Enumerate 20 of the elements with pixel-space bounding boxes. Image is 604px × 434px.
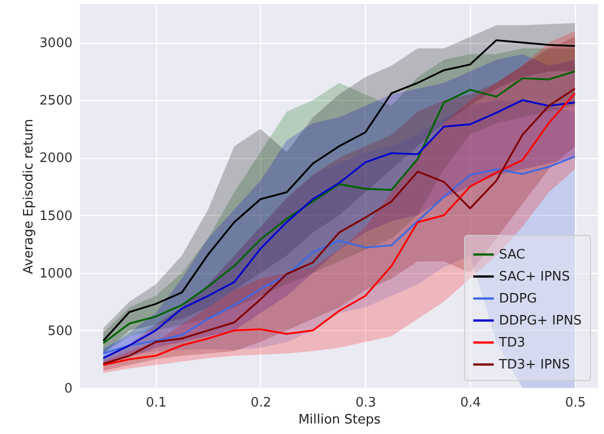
x-tick-label: 0.1 <box>146 396 167 410</box>
y-axis-title: Average Episodic return <box>21 118 36 274</box>
y-tick-label: 2000 <box>39 151 72 166</box>
legend-label: DDPG+ IPNS <box>499 314 582 328</box>
legend-label: SAC <box>499 248 526 262</box>
y-tick-label: 1000 <box>39 266 72 282</box>
y-tick-label: 2500 <box>39 94 72 109</box>
legend-label: SAC+ IPNS <box>499 270 570 284</box>
legend-label: DDPG <box>499 292 537 306</box>
x-tick-label: 0.4 <box>460 396 481 410</box>
x-axis-title: Million Steps <box>298 412 381 428</box>
legend-label: TD3+ IPNS <box>498 358 570 372</box>
y-tick-label: 1500 <box>39 208 72 224</box>
y-tick-label: 3000 <box>39 36 72 52</box>
legend-label: TD3 <box>498 336 526 350</box>
y-tick-label: 500 <box>48 324 72 339</box>
x-tick-label: 0.5 <box>565 396 586 410</box>
x-tick-label: 0.3 <box>355 396 376 410</box>
y-tick-label: 0 <box>64 382 72 396</box>
x-tick-label: 0.2 <box>250 396 272 410</box>
